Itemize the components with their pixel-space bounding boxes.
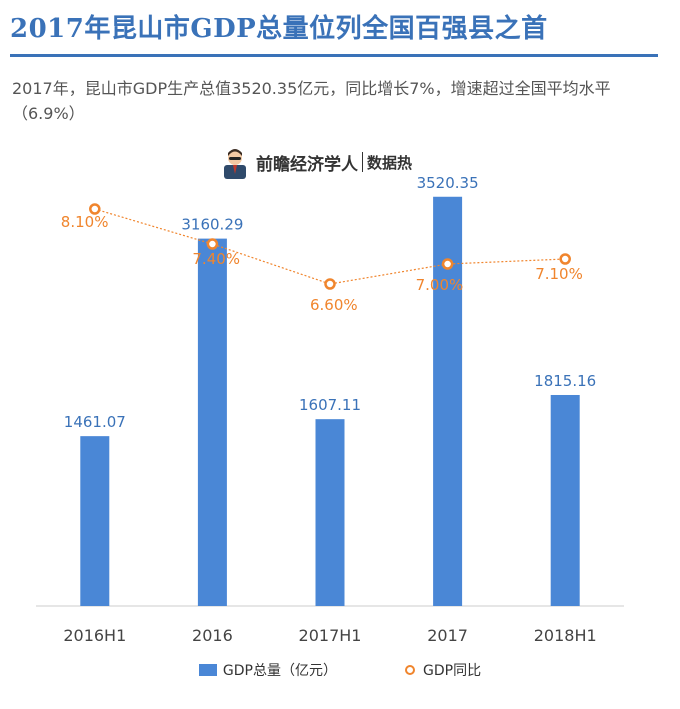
bar-2017 [433, 196, 463, 606]
growth-point [89, 203, 101, 215]
legend-item-gdp: GDP总量（亿元） [198, 660, 337, 680]
bar-value-label: 1815.16 [534, 372, 596, 390]
bar-2017H1 [315, 419, 345, 606]
x-tick-label: 2017 [427, 626, 468, 645]
title-underline [10, 54, 658, 57]
growth-value-label: 7.40% [192, 250, 240, 268]
growth-point [441, 258, 454, 270]
legend-line-swatch [405, 665, 415, 675]
bar-2016H1 [80, 436, 110, 606]
brand-separator [362, 152, 363, 172]
legend-bar-swatch [198, 664, 217, 676]
legend-label-growth: GDP同比 [423, 663, 482, 679]
growth-value-label: 7.00% [416, 276, 464, 294]
bar-value-label: 1461.07 [64, 413, 126, 431]
brand-tag: 数据热 [367, 153, 413, 172]
legend-label-gdp: GDP总量（亿元） [222, 663, 337, 679]
chart-title: 2017年昆山市GDP总量位列全国百强县之首 [10, 14, 548, 44]
growth-point [324, 278, 336, 290]
x-tick-label: 2017H1 [299, 626, 362, 645]
bar-value-label: 3520.35 [417, 174, 479, 192]
chart-legend: GDP总量（亿元） GDP同比 [0, 660, 680, 680]
growth-value-label: 8.10% [61, 213, 109, 231]
chart-subtitle: 2017年，昆山市GDP生产总值3520.35亿元，同比增长7%，增速超过全国平… [12, 79, 611, 123]
bar-value-label: 1607.11 [299, 396, 361, 414]
growth-point [559, 253, 571, 265]
bar-value-label: 3160.29 [181, 216, 243, 234]
x-tick-label: 2016H1 [63, 626, 126, 645]
x-tick-label: 2016 [192, 626, 233, 645]
brand-name: 前瞻经济学人 [256, 154, 358, 175]
bar-2018H1 [550, 394, 580, 606]
bar-2016 [197, 238, 227, 607]
gdp-chart: 1461.07 2016H1 3160.29 2016 1607.11 2017H1 352… [36, 174, 624, 645]
growth-value-label: 7.10% [535, 265, 583, 283]
growth-line [94, 208, 566, 285]
legend-item-growth: GDP同比 [405, 660, 481, 680]
brand-header: 前瞻经济学人 数据热 [220, 144, 412, 180]
growth-value-label: 6.60% [310, 296, 358, 314]
growth-point [206, 238, 219, 250]
x-tick-label: 2018H1 [534, 626, 597, 645]
economist-avatar-icon [224, 149, 246, 179]
